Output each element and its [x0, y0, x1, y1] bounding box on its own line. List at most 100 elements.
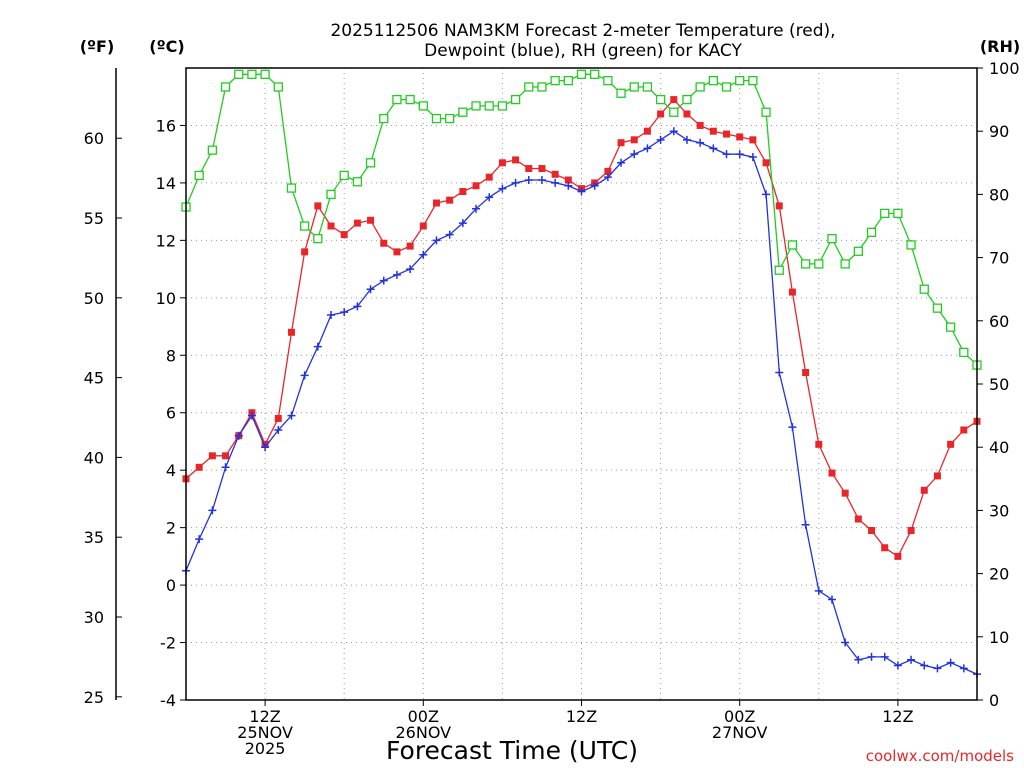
- dewpoint-point: [524, 176, 533, 185]
- x-tick-label: 12Z: [566, 707, 597, 726]
- rh-tick-label: 90: [989, 122, 1009, 141]
- rh-point: [471, 101, 481, 111]
- rh-point: [906, 240, 916, 250]
- dewpoint-point: [907, 655, 916, 664]
- rh-point: [945, 322, 956, 332]
- rh-point: [629, 82, 639, 92]
- temperature-point: [472, 182, 480, 190]
- rh-point: [497, 101, 508, 111]
- celsius-unit-label: (ºC): [149, 37, 184, 56]
- temperature-point: [274, 414, 282, 422]
- dewpoint-point: [432, 236, 441, 245]
- temperature-point: [788, 288, 796, 296]
- dewpoint-point: [274, 425, 283, 434]
- temperature-point: [498, 159, 506, 167]
- rh-point: [919, 284, 929, 294]
- dewpoint-point: [511, 178, 520, 187]
- rh-point: [445, 113, 455, 124]
- temperature-point: [749, 136, 757, 144]
- dewpoint-point: [366, 285, 375, 294]
- temperature-point: [736, 133, 744, 141]
- dewpoint-point: [827, 595, 836, 604]
- rh-unit-label: (RH): [980, 37, 1020, 56]
- rh-point: [893, 208, 903, 219]
- dewpoint-point: [195, 535, 204, 544]
- rh-tick-label: 80: [989, 185, 1009, 204]
- temperature-point: [367, 216, 375, 224]
- temperature-point: [709, 127, 717, 135]
- dewpoint-point: [617, 158, 626, 167]
- rh-point: [708, 75, 718, 86]
- dewpoint-point: [340, 308, 349, 317]
- celsius-tick-label: -2: [160, 634, 176, 653]
- celsius-tick-label: 2: [166, 519, 176, 538]
- temperature-point: [538, 165, 546, 173]
- rh-point: [880, 208, 890, 219]
- rh-point: [642, 82, 653, 92]
- celsius-tick-label: 6: [166, 404, 176, 423]
- rh-tick-label: 50: [989, 375, 1009, 394]
- temperature-point: [643, 127, 651, 135]
- temperature-point: [933, 472, 941, 480]
- rh-point: [814, 259, 824, 269]
- dewpoint-point: [261, 443, 270, 452]
- temperature-point: [881, 544, 889, 552]
- temperature-point: [446, 196, 454, 204]
- temperature-point: [564, 176, 572, 184]
- rh-point: [458, 107, 468, 117]
- temperature-point: [432, 199, 440, 207]
- grid-lines: [186, 68, 977, 701]
- rh-tick-label: 40: [989, 438, 1009, 457]
- rh-point: [484, 101, 494, 111]
- data-series: [181, 69, 982, 679]
- dewpoint-point: [419, 250, 428, 259]
- temperature-point: [762, 159, 770, 167]
- x-axis-title: Forecast Time (UTC): [386, 736, 638, 765]
- celsius-tick-label: 8: [166, 346, 176, 365]
- dewpoint-point: [775, 368, 784, 377]
- rh-point: [379, 113, 389, 124]
- dewpoint-point: [762, 190, 771, 199]
- temperature-point: [828, 469, 836, 477]
- x-tick-label: 25NOV: [237, 723, 293, 742]
- rh-point: [260, 69, 270, 79]
- temperature-point: [195, 463, 203, 471]
- fahrenheit-tick-label: 60: [84, 129, 104, 148]
- rh-point: [194, 170, 204, 181]
- dewpoint-point: [327, 311, 336, 320]
- celsius-tick-label: -4: [160, 691, 176, 710]
- temperature-point: [630, 136, 638, 144]
- fahrenheit-tick-label: 55: [84, 209, 104, 228]
- temperature-point: [617, 139, 625, 147]
- dewpoint-point: [537, 176, 546, 185]
- rh-point: [866, 227, 877, 237]
- rh-point: [774, 265, 784, 275]
- rh-point: [840, 259, 850, 269]
- x-tick-label: 26NOV: [396, 723, 452, 742]
- rh-point: [748, 75, 758, 86]
- rh-point: [352, 177, 363, 187]
- temperature-point: [327, 222, 335, 230]
- temperature-point: [485, 173, 493, 181]
- dewpoint-point: [643, 144, 652, 153]
- rh-point: [326, 189, 336, 200]
- temperature-point: [512, 156, 520, 164]
- dewpoint-line: [185, 130, 978, 675]
- dewpoint-point: [722, 150, 731, 159]
- dewpoint-point: [709, 144, 718, 153]
- dewpoint-point: [867, 652, 876, 661]
- rh-point: [286, 183, 297, 193]
- dewpoint-point: [959, 664, 968, 673]
- temperature-point: [696, 121, 704, 129]
- temperature-point: [841, 489, 849, 497]
- dewpoint-point: [603, 173, 612, 182]
- dewpoint-point: [458, 219, 467, 228]
- rh-point: [603, 75, 613, 86]
- rh-tick-label: 100: [989, 59, 1020, 78]
- temperature-point: [393, 248, 401, 256]
- dewpoint-point: [801, 520, 810, 529]
- dewpoint-point: [379, 276, 388, 285]
- temperature-point: [854, 515, 862, 523]
- rh-point: [313, 233, 323, 244]
- fahrenheit-tick-label: 25: [84, 688, 104, 707]
